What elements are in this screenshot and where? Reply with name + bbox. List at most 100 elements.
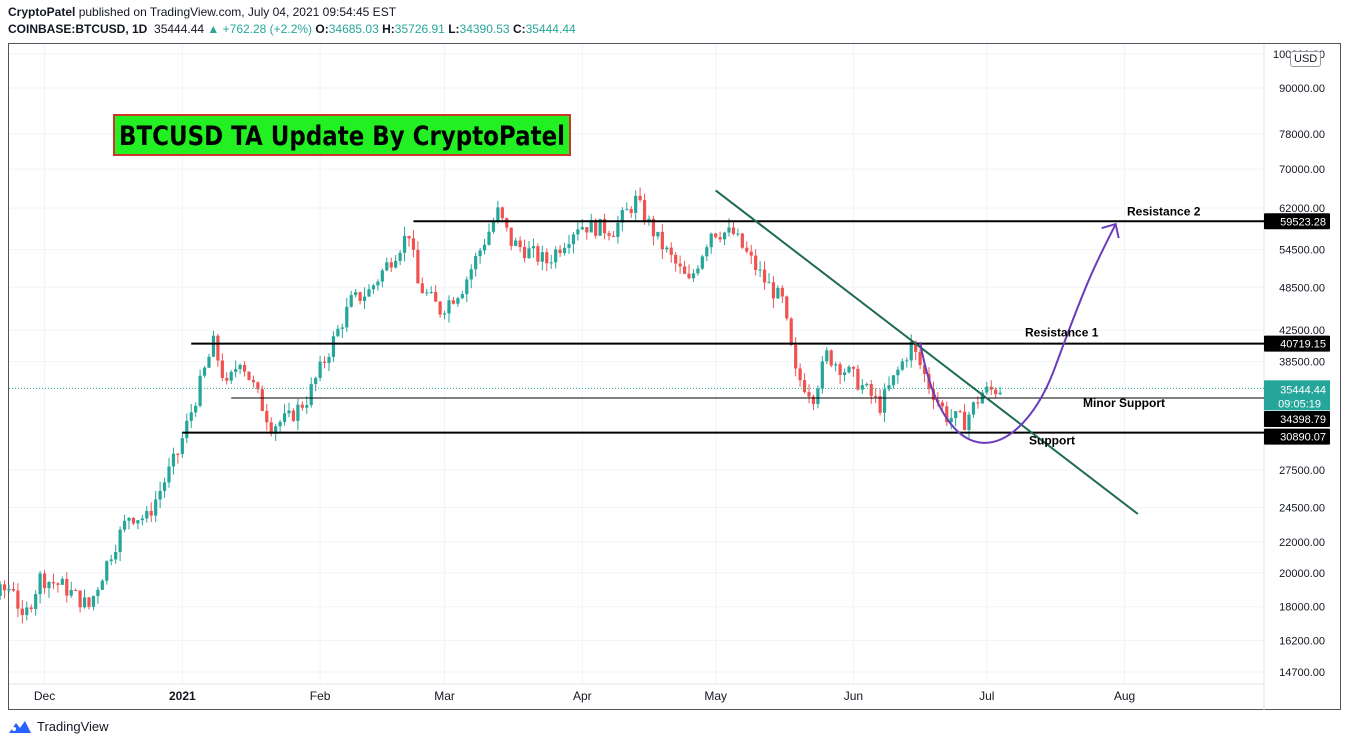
candle-down — [247, 371, 251, 381]
footer-brand: TradingView — [37, 719, 109, 734]
candle-down — [20, 599, 24, 624]
candle-body — [162, 482, 167, 491]
candle-up — [69, 581, 73, 598]
candle-up — [562, 242, 567, 256]
candle-down — [300, 401, 304, 411]
candle-up — [514, 237, 518, 247]
candle-up — [0, 581, 2, 601]
candle-body — [2, 584, 7, 591]
candle-body — [282, 413, 287, 422]
candle-body — [265, 410, 269, 423]
candle-body — [811, 396, 816, 405]
candle-body — [211, 335, 216, 357]
candle-body — [598, 219, 602, 236]
candle-up — [96, 586, 100, 604]
candle-body — [731, 227, 736, 235]
candle-body — [531, 246, 536, 249]
candle-body — [411, 238, 416, 250]
candle-body — [65, 578, 69, 596]
price-tick-label: 24500.00 — [1279, 502, 1325, 514]
candle-up — [367, 284, 371, 298]
candle-up — [905, 357, 909, 368]
candle-body — [678, 263, 682, 267]
candle-up — [820, 356, 824, 394]
candle-body — [482, 244, 487, 251]
candle-up — [998, 386, 1002, 396]
currency-badge[interactable]: USD — [1290, 51, 1322, 67]
candle-body — [47, 581, 51, 589]
candle-down — [411, 230, 416, 258]
candle-down — [918, 344, 922, 370]
candle-body — [580, 227, 584, 230]
candle-down — [500, 206, 504, 223]
candle-body — [398, 252, 402, 261]
price-tick-label: 38500.00 — [1279, 357, 1325, 369]
candle-body — [691, 273, 696, 279]
candle-body — [994, 389, 998, 395]
candle-body — [336, 328, 340, 337]
chart-frame[interactable] — [8, 43, 1341, 710]
candle-body — [305, 405, 309, 408]
candle-body — [611, 235, 616, 237]
candle-body — [762, 269, 767, 283]
candle-body — [522, 247, 527, 259]
candle-up — [571, 232, 576, 254]
candle-up — [282, 404, 287, 426]
chart-title: BTCUSD TA Update By CryptoPatel — [119, 121, 565, 152]
candle-body — [189, 412, 193, 421]
candle-down — [807, 384, 811, 404]
candle-down — [65, 572, 69, 603]
candle-up — [345, 297, 349, 332]
last-price-badge-bg — [1264, 380, 1330, 411]
candle-up — [25, 601, 29, 621]
candle-body — [51, 581, 56, 584]
candle-body — [509, 227, 513, 246]
candle-body — [358, 292, 362, 301]
candle-body — [518, 240, 522, 248]
last-price-badge: 35444.44 09:05:19 — [1264, 380, 1330, 411]
candle-body — [594, 220, 598, 236]
candle-up — [847, 364, 851, 374]
candle-body — [656, 231, 660, 237]
candle-down — [745, 241, 749, 254]
minor-support-price-badge-bg — [1264, 410, 1330, 427]
candle-down — [16, 583, 20, 618]
grid — [9, 44, 1264, 684]
candle-body — [905, 360, 909, 362]
candle-up — [656, 231, 660, 240]
candle-down — [407, 235, 411, 247]
candle-body — [149, 510, 153, 516]
last-price-badge-value: 35444.44 — [1280, 384, 1326, 396]
candle-body — [96, 589, 100, 597]
candle-body — [100, 580, 104, 590]
candle-down — [682, 260, 687, 275]
candle-body — [362, 296, 367, 301]
candle-up — [634, 190, 638, 221]
candle-down — [87, 596, 91, 610]
candle-body — [949, 418, 953, 423]
candle-down — [225, 372, 229, 385]
candle-body — [794, 344, 798, 369]
candle-body — [958, 411, 962, 413]
candle-body — [194, 405, 198, 413]
candle-down — [811, 394, 816, 411]
candle-down — [602, 213, 607, 240]
candle-down — [585, 226, 589, 240]
support-price-badge-text: 30890.07 — [1280, 432, 1326, 444]
candle-down — [638, 187, 642, 203]
candle-body — [887, 385, 891, 390]
candle-up — [380, 268, 384, 288]
candle-up — [127, 517, 131, 530]
projection-arrowhead — [1101, 222, 1120, 239]
candle-body — [287, 410, 291, 414]
close-label: C: — [512, 22, 526, 36]
candle-body — [0, 584, 2, 596]
symbol-label: COINBASE:BTCUSD, 1D — [8, 22, 148, 36]
candle-body — [234, 369, 238, 372]
time-tick-label: Dec — [34, 689, 55, 703]
candle-body — [171, 453, 176, 467]
candle-body — [202, 367, 207, 376]
candle-body — [180, 438, 184, 455]
candle-up — [900, 358, 904, 372]
